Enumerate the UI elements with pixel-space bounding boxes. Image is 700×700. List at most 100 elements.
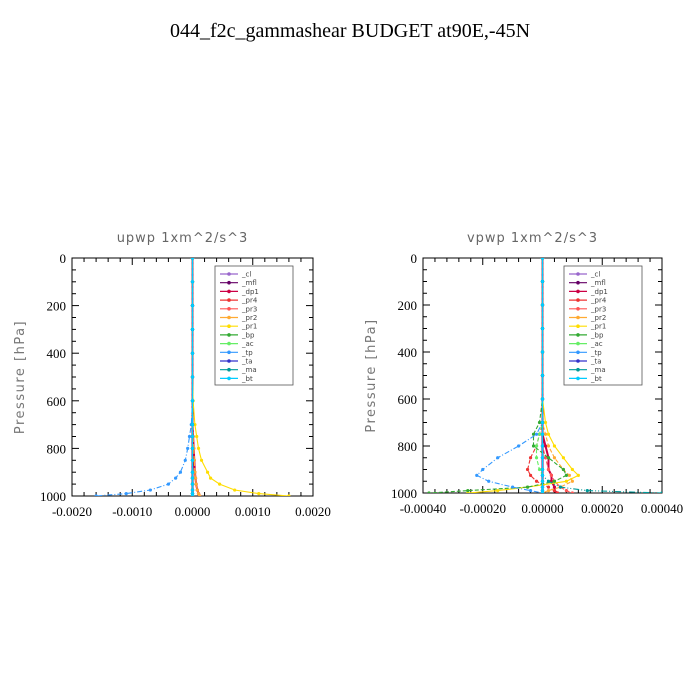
data-point [540, 373, 545, 378]
data-point [190, 327, 195, 331]
data-point [540, 444, 545, 448]
data-point [534, 432, 539, 436]
legend-marker [576, 280, 580, 285]
data-point [561, 456, 566, 460]
x-tick-label: 0.0000 [175, 504, 211, 519]
data-point [534, 479, 539, 483]
data-point [528, 456, 533, 460]
data-point [570, 479, 574, 483]
page-title: 044_f2c_gammashear BUDGET at90E,-45N [169, 20, 531, 42]
data-point [186, 446, 190, 450]
legend-label: _pr2 [241, 314, 257, 322]
legend-marker [576, 333, 580, 337]
data-point [537, 467, 542, 472]
data-point [190, 470, 195, 474]
legend-label: _pr2 [590, 314, 606, 322]
legend-marker [227, 324, 231, 329]
x-tick-label: 0.00020 [581, 501, 623, 516]
x-tick-label: -0.00040 [400, 501, 447, 516]
data-point [517, 444, 521, 448]
data-point [540, 473, 545, 477]
data-point [195, 488, 199, 492]
data-point [466, 489, 470, 493]
plot-area [427, 258, 662, 493]
data-point [555, 491, 560, 493]
data-point [257, 492, 261, 496]
legend-marker [227, 341, 231, 346]
data-point [511, 485, 515, 489]
data-point [552, 489, 557, 493]
legend-label: _cl [590, 271, 600, 279]
y-axis-label: Pressure [hPa] [364, 318, 379, 432]
legend-marker [576, 324, 580, 329]
data-point [190, 375, 195, 379]
data-point [190, 492, 195, 496]
legend-label: _mfl [241, 279, 257, 287]
data-point [546, 485, 551, 489]
data-point [496, 489, 500, 493]
legend-marker [227, 333, 231, 337]
data-point [531, 444, 536, 448]
data-point [585, 489, 589, 493]
data-point [183, 458, 187, 462]
legend-label: _ta [241, 358, 253, 366]
x-tick-label: 0.00040 [641, 501, 683, 516]
data-point [528, 473, 533, 477]
data-point [166, 482, 170, 486]
data-point [487, 479, 491, 483]
series-line-tp [475, 258, 544, 493]
data-point [190, 488, 195, 492]
data-point [196, 492, 201, 496]
data-point [427, 491, 431, 493]
data-point [537, 432, 542, 436]
data-point [543, 420, 548, 425]
legend-label: _tp [590, 349, 602, 357]
data-point [525, 485, 530, 489]
legend-marker [227, 359, 231, 363]
data-point [552, 456, 557, 460]
data-point [540, 397, 545, 401]
data-point [552, 485, 557, 489]
data-point [534, 456, 539, 460]
data-point [660, 491, 662, 493]
data-point [218, 482, 222, 486]
legend-label: _tp [241, 349, 253, 357]
data-point [561, 467, 566, 472]
data-point [546, 432, 551, 436]
data-point [543, 456, 548, 460]
legend-marker [576, 359, 580, 363]
legend-marker [227, 298, 231, 302]
legend-marker [576, 350, 580, 355]
data-point [564, 473, 569, 477]
legend-label: _pr3 [590, 305, 606, 313]
plot-area [94, 258, 291, 496]
y-tick-label: 600 [47, 394, 67, 409]
x-tick-label: 0.0020 [295, 504, 331, 519]
data-point [540, 432, 545, 436]
y-tick-label: 800 [47, 441, 67, 456]
data-point [537, 420, 542, 425]
data-point [540, 491, 545, 493]
data-point [193, 470, 197, 474]
data-point [540, 485, 545, 489]
legend-marker [227, 315, 231, 320]
data-point [190, 399, 195, 403]
legend-label: _mfl [590, 279, 606, 287]
legend-marker [576, 367, 580, 372]
data-point [198, 494, 202, 496]
data-point [552, 444, 557, 448]
legend-label: _bp [241, 331, 255, 339]
legend-marker [576, 289, 580, 294]
data-point [543, 432, 548, 436]
data-point [543, 444, 548, 448]
legend-marker [227, 307, 231, 311]
y-tick-label: 0 [60, 251, 67, 266]
data-point [552, 479, 557, 483]
data-point [194, 482, 198, 486]
legend-marker [576, 376, 580, 381]
data-point [546, 467, 551, 472]
data-point [190, 423, 195, 427]
legend-label: _ta [590, 358, 602, 366]
data-point [208, 476, 213, 480]
